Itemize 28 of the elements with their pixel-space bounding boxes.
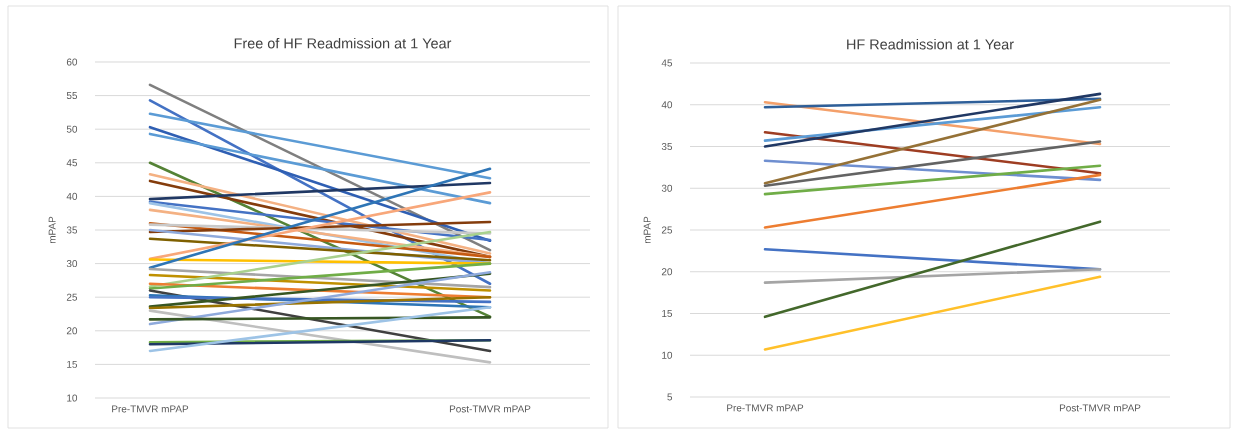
x-tick-label: Post-TMVR mPAP (1059, 404, 1141, 412)
y-tick-label: 55 (66, 92, 78, 100)
y-tick-label: 20 (661, 268, 673, 276)
x-tick-label: Post-TMVR mPAP (449, 405, 531, 413)
chart-title: Free of HF Readmission at 1 Year (234, 37, 452, 49)
y-tick-label: 25 (66, 293, 78, 301)
y-tick-label: 45 (661, 59, 673, 67)
y-tick-label: 35 (661, 142, 673, 151)
y-tick-label: 15 (662, 310, 673, 317)
x-tick-label: Pre-TMVR mPAP (727, 404, 804, 412)
y-tick-label: 15 (67, 360, 78, 368)
y-tick-label: 30 (66, 260, 78, 268)
y-tick-label: 10 (662, 351, 673, 359)
y-tick-label: 50 (66, 125, 78, 133)
y-tick-label: 30 (661, 184, 673, 192)
y-axis-title: mPAP (48, 216, 56, 244)
y-tick-label: 25 (661, 226, 673, 234)
x-tick-label: Pre-TMVR mPAP (112, 405, 189, 413)
chart-title: HF Readmission at 1 Year (847, 38, 1014, 50)
y-tick-label: 60 (66, 58, 78, 66)
y-tick-label: 40 (66, 192, 78, 200)
y-tick-label: 35 (66, 226, 78, 234)
y-tick-label: 45 (66, 159, 78, 167)
y-tick-label: 5 (667, 393, 673, 401)
y-tick-label: 10 (67, 394, 78, 402)
y-axis-title: mPAP (643, 216, 651, 244)
y-tick-label: 20 (66, 327, 78, 335)
y-tick-label: 40 (661, 101, 673, 109)
